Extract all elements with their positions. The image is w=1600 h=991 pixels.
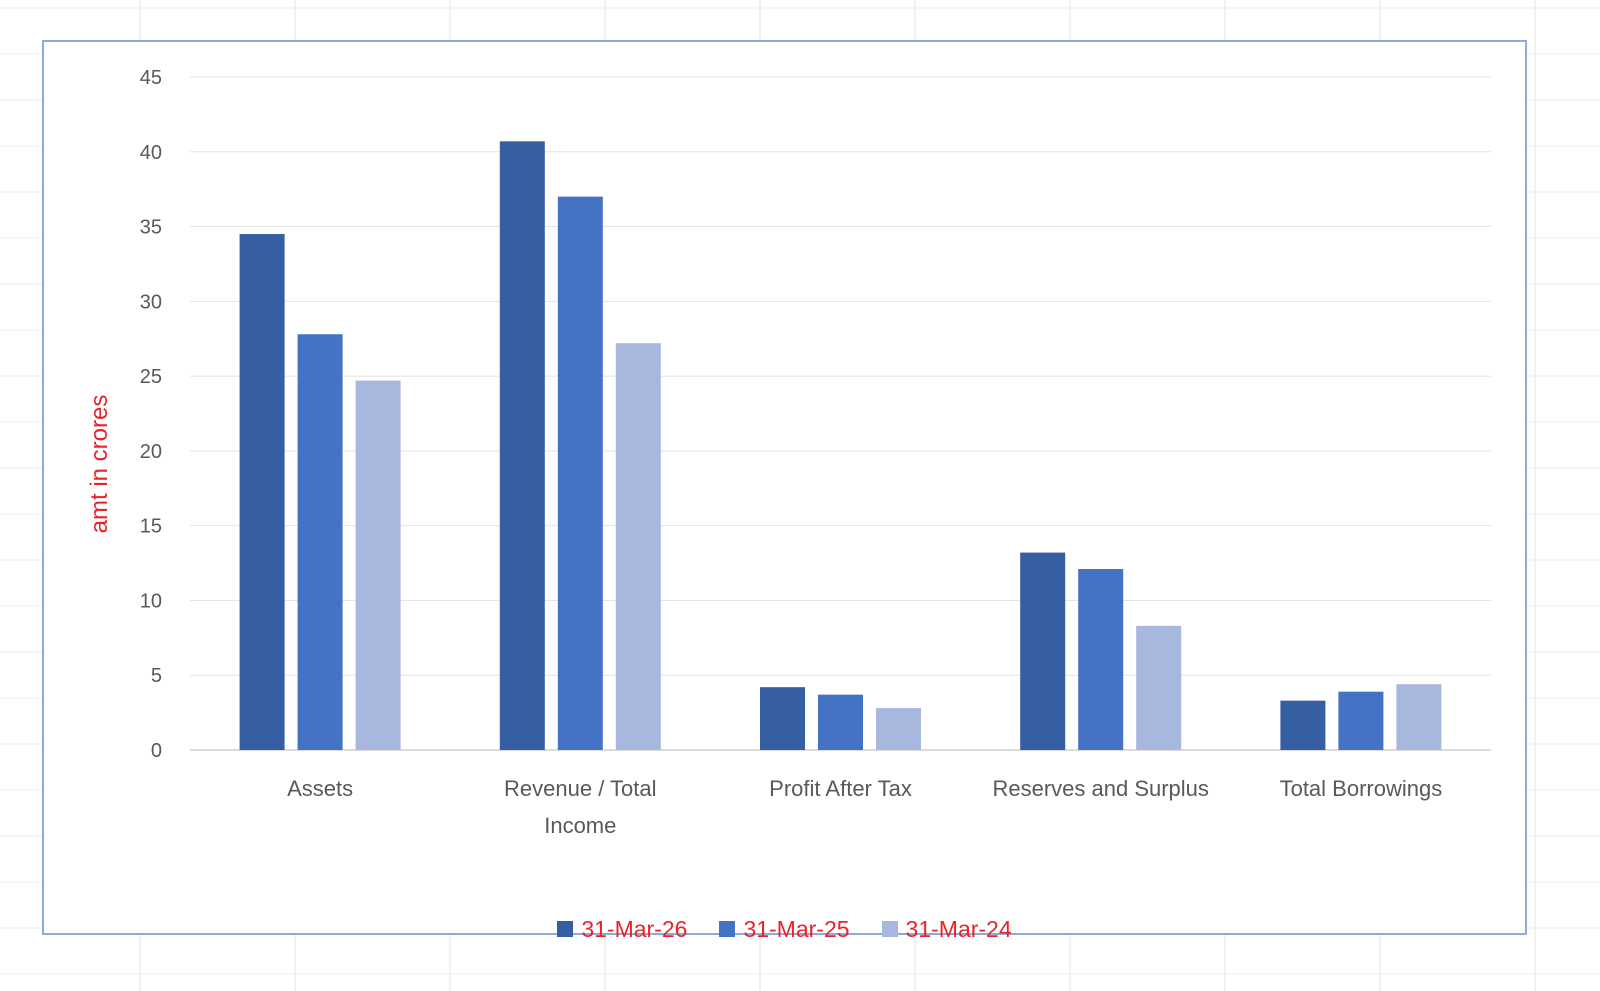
y-tick-label: 45 <box>140 67 162 89</box>
bar[interactable] <box>1280 700 1326 750</box>
x-category-label: Assets <box>287 776 353 801</box>
bar[interactable] <box>1078 569 1124 750</box>
y-tick-label: 10 <box>140 590 162 612</box>
legend-swatch <box>719 921 736 937</box>
legend-label: 31-Mar-26 <box>581 915 688 942</box>
bar[interactable] <box>615 343 661 750</box>
bar[interactable] <box>557 196 603 751</box>
y-tick-label: 35 <box>140 217 162 239</box>
bars <box>239 141 1442 751</box>
bar[interactable] <box>1338 691 1384 750</box>
legend: 31-Mar-26 31-Mar-25 31-Mar-24 <box>44 914 1525 944</box>
y-tick-label: 20 <box>140 441 162 463</box>
x-category-label: Income <box>544 813 616 838</box>
x-axis-category-labels: Assets Revenue / Total Income Profit After … <box>287 776 1442 838</box>
bar[interactable] <box>499 141 545 750</box>
bar[interactable] <box>355 380 401 750</box>
y-axis-label: amt in crores <box>86 395 113 534</box>
y-tick-label: 0 <box>151 740 162 762</box>
y-tick-label: 30 <box>140 291 162 313</box>
y-tick-label: 15 <box>140 516 162 538</box>
legend-item: 31-Mar-25 <box>719 915 850 943</box>
x-category-label: Reserves and Surplus <box>992 776 1208 801</box>
bar[interactable] <box>1020 552 1066 750</box>
x-category-label: Total Borrowings <box>1280 776 1443 801</box>
bar[interactable] <box>297 334 343 750</box>
y-tick-label: 25 <box>140 366 162 388</box>
legend-label: 31-Mar-25 <box>743 915 850 942</box>
legend-swatch <box>881 921 898 937</box>
bar[interactable] <box>239 234 285 751</box>
bar-chart: 0 5 10 15 20 25 30 35 40 45 Assets Revenue / Total… <box>86 67 1491 838</box>
x-category-label: Profit After Tax <box>769 776 912 801</box>
y-tick-label: 40 <box>140 142 162 164</box>
bar[interactable] <box>760 687 805 750</box>
legend-swatch <box>557 921 574 937</box>
legend-label: 31-Mar-24 <box>905 915 1012 942</box>
x-category-label: Revenue / Total <box>504 776 656 801</box>
bar[interactable] <box>818 694 863 750</box>
bar[interactable] <box>1136 625 1182 750</box>
legend-item: 31-Mar-26 <box>557 916 687 943</box>
bar[interactable] <box>876 708 921 750</box>
chart-area[interactable]: 0 5 10 15 20 25 30 35 40 45 Assets Revenue / Total… <box>42 40 1527 942</box>
bar[interactable] <box>1396 684 1442 750</box>
legend-item: 31-Mar-24 <box>881 915 1012 943</box>
y-axis-ticks: 0 5 10 15 20 25 30 35 40 45 <box>140 67 162 762</box>
y-tick-label: 5 <box>151 665 162 687</box>
